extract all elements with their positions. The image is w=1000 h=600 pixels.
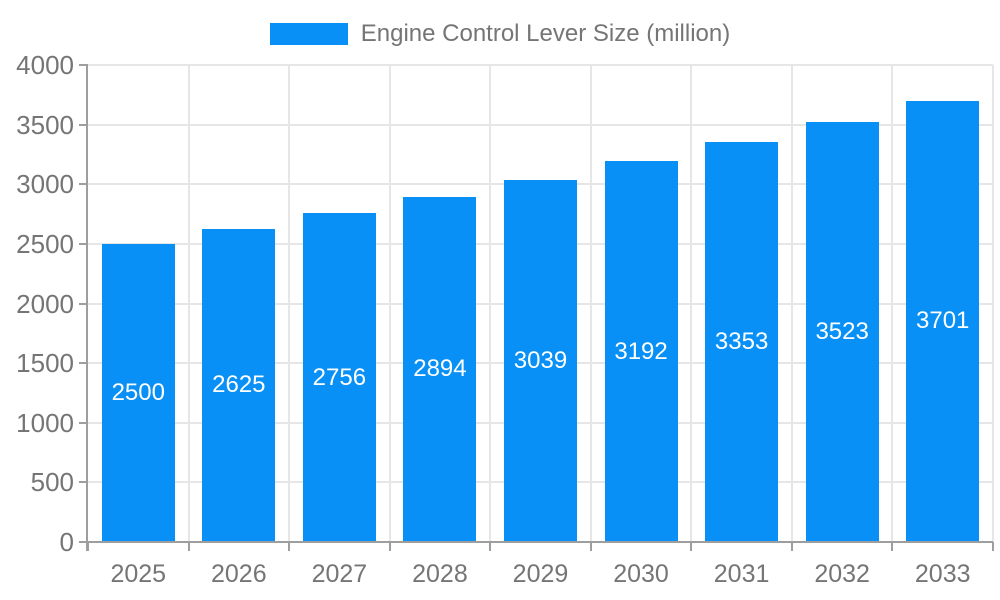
bar-value-label: 2625 [212,371,266,399]
x-axis-tick [790,542,793,551]
bar-2025: 2500 [101,243,175,542]
gridline-vertical [690,65,693,542]
bar-2031: 3353 [705,142,779,542]
bar-2033: 3701 [906,100,980,542]
x-axis-tick [87,542,89,551]
x-axis-line [79,541,993,543]
x-tick-label: 2025 [110,560,167,588]
y-axis-tick [79,183,88,186]
y-axis-tick [79,242,88,245]
bar-value-label: 2756 [312,363,367,391]
x-tick-label: 2032 [814,560,870,588]
y-axis-tick [79,123,88,126]
y-axis-tick [79,302,88,305]
gridline-vertical [589,65,592,542]
x-tick-label: 2028 [412,560,468,588]
y-tick-label: 1000 [16,407,74,438]
bar-2030: 3192 [604,161,678,542]
gridline-horizontal [88,123,993,126]
y-axis-line [86,64,88,551]
bar-value-label: 2894 [413,355,467,383]
gridline-vertical [992,65,994,542]
y-tick-label: 500 [30,467,74,498]
y-tick-label: 1500 [16,348,74,379]
x-tick-label: 2029 [512,560,569,588]
bar-2027: 2756 [302,213,376,542]
y-tick-label: 3500 [16,109,74,140]
x-axis-tick [589,542,592,551]
gridline-vertical [790,65,793,542]
gridline-vertical [891,65,894,542]
y-axis-tick [79,362,88,365]
legend-swatch-icon [269,23,348,45]
y-tick-label: 3000 [16,169,74,200]
y-tick-label: 2000 [16,288,74,319]
bar-value-label: 3353 [714,328,769,356]
bar-2028: 2894 [403,196,477,542]
gridline-vertical [388,65,391,542]
x-axis-tick [891,542,894,551]
x-axis-tick [187,542,190,551]
bar-value-label: 2500 [111,378,165,406]
bar-value-label: 3701 [916,307,970,335]
y-tick-label: 4000 [16,50,74,80]
bar-2026: 2625 [202,228,276,542]
bar-2029: 3039 [504,179,577,542]
bar-value-label: 3039 [513,346,568,374]
gridline-vertical [489,65,492,542]
gridline-vertical [288,65,291,542]
x-axis-tick [388,542,391,551]
x-tick-label: 2026 [211,560,267,588]
bar-2032: 3523 [805,121,879,542]
x-axis-tick [690,542,693,551]
y-tick-label: 0 [59,527,74,557]
gridline-horizontal [88,64,993,66]
x-axis-tick [489,542,492,551]
x-tick-label: 2033 [914,560,971,588]
x-tick-label: 2030 [613,560,669,588]
legend-item[interactable]: Engine Control Lever Size (million) [269,20,731,48]
legend-label: Engine Control Lever Size (million) [360,20,731,47]
legend: Engine Control Lever Size (million) [0,20,1000,48]
gridline-vertical [187,65,190,542]
y-tick-label: 2500 [16,228,74,259]
bar-value-label: 3523 [815,317,869,345]
y-axis-tick [79,421,88,424]
x-tick-label: 2027 [311,560,368,588]
y-axis-tick [79,64,88,66]
x-axis-tick [992,542,994,551]
x-tick-label: 2031 [713,560,770,588]
y-axis-tick [79,481,88,484]
x-axis-tick [288,542,291,551]
bar-value-label: 3192 [614,337,668,365]
